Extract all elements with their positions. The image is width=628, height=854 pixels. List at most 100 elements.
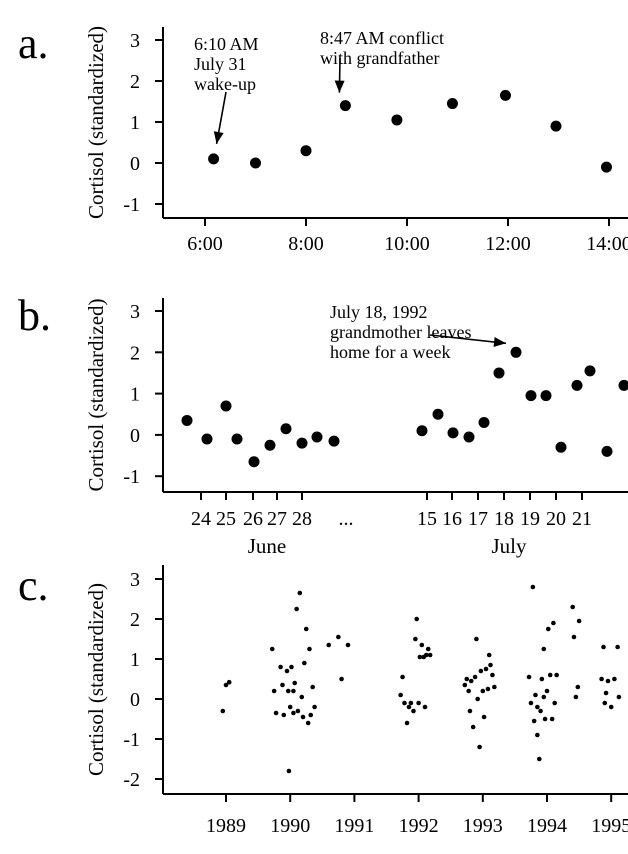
data-point (470, 724, 476, 730)
y-axis-label: Cortisol (standardized) (84, 583, 108, 776)
data-point (488, 662, 493, 668)
data-point (414, 616, 419, 622)
data-point (273, 710, 279, 716)
data-point (570, 604, 575, 610)
annotation-text: grandmother leaves (330, 322, 471, 342)
data-point (326, 642, 332, 648)
data-point (584, 365, 596, 377)
annotation-text: July 31 (194, 54, 247, 74)
data-point (462, 682, 468, 688)
data-point (339, 676, 344, 682)
data-point (402, 700, 407, 706)
data-point (280, 682, 285, 688)
y-tick-label: 1 (130, 384, 140, 406)
y-tick-label: -1 (123, 729, 140, 751)
data-point (466, 688, 471, 694)
x-group-label-june: June (248, 534, 287, 558)
data-point (474, 636, 479, 642)
data-point (531, 718, 537, 724)
annotation-text: 8:47 AM conflict (320, 28, 444, 48)
x-tick-label: 8:00 (288, 233, 324, 255)
data-point (485, 686, 491, 692)
annotation-arrow-head (493, 337, 506, 347)
data-point (307, 646, 312, 652)
x-tick-label: 15 (417, 508, 437, 530)
data-point (284, 668, 290, 674)
data-point (575, 684, 581, 690)
data-point (492, 684, 497, 690)
data-point (499, 89, 511, 101)
data-point (280, 423, 292, 435)
x-tick-label: 17 (468, 508, 488, 530)
x-tick-label: 1992 (399, 815, 439, 837)
data-point (408, 700, 414, 706)
data-point (542, 716, 548, 722)
data-point (425, 646, 431, 652)
data-point (554, 672, 559, 678)
x-tick-label: 20 (546, 508, 566, 530)
data-point (311, 431, 323, 443)
data-point (601, 644, 606, 650)
panel-a: a. Cortisol (standardized) 3 2 1 0 -1 6:00 8:00 1… (18, 19, 628, 255)
data-point (296, 437, 308, 449)
data-point (432, 408, 444, 420)
data-point (220, 400, 232, 412)
data-point (539, 676, 545, 682)
data-point (526, 674, 532, 680)
data-point (250, 157, 261, 169)
data-point (339, 100, 351, 112)
data-point (550, 120, 562, 132)
data-point (424, 652, 429, 658)
data-point (571, 634, 577, 640)
x-tick-label: 24 (191, 508, 211, 530)
data-point (510, 346, 522, 358)
data-point (291, 688, 296, 694)
data-point (417, 654, 423, 660)
data-point (416, 425, 428, 437)
annotation-text: with grandfather (320, 48, 439, 68)
data-point (411, 708, 416, 714)
annotation-arrow-head (334, 80, 345, 93)
data-point (294, 606, 299, 612)
data-point (295, 708, 301, 714)
y-tick-label: 2 (130, 342, 140, 364)
data-point (547, 672, 553, 678)
data-point (287, 704, 293, 710)
data-point (201, 433, 213, 445)
y-tick-label: 2 (130, 71, 140, 93)
data-point (419, 642, 425, 648)
data-point (528, 700, 534, 706)
x-tick-label: 27 (267, 508, 287, 530)
data-point (544, 688, 550, 694)
annotation-text: home for a week (330, 342, 450, 362)
data-point (300, 145, 312, 157)
data-point (608, 704, 614, 710)
x-tick-label: 12:00 (485, 233, 531, 255)
data-point (475, 696, 480, 702)
y-tick-label: 3 (130, 30, 140, 52)
data-point (603, 690, 609, 696)
x-tick-label: 25 (216, 508, 236, 530)
data-point (223, 682, 229, 688)
data-point (490, 672, 495, 678)
data-point (308, 712, 314, 718)
data-point (345, 642, 351, 648)
x-tick-label: 1995 (591, 815, 628, 837)
x-tick-label: 18 (494, 508, 514, 530)
y-tick-label: 1 (130, 649, 140, 671)
data-point (600, 161, 612, 173)
x-tick-label: 1989 (206, 815, 246, 837)
data-point (285, 688, 291, 694)
data-point (278, 664, 283, 670)
data-point (281, 712, 287, 718)
data-point (472, 674, 478, 680)
data-point (483, 666, 489, 672)
data-point (467, 708, 473, 714)
data-point (599, 676, 604, 682)
y-tick-label: 0 (130, 425, 140, 447)
data-point (541, 646, 547, 652)
data-point (299, 694, 305, 700)
panel-c: c. Cortisol (standardized) 3 2 1 0 -1 -2 1989 199… (18, 561, 628, 837)
panel-label: c. (18, 561, 49, 610)
